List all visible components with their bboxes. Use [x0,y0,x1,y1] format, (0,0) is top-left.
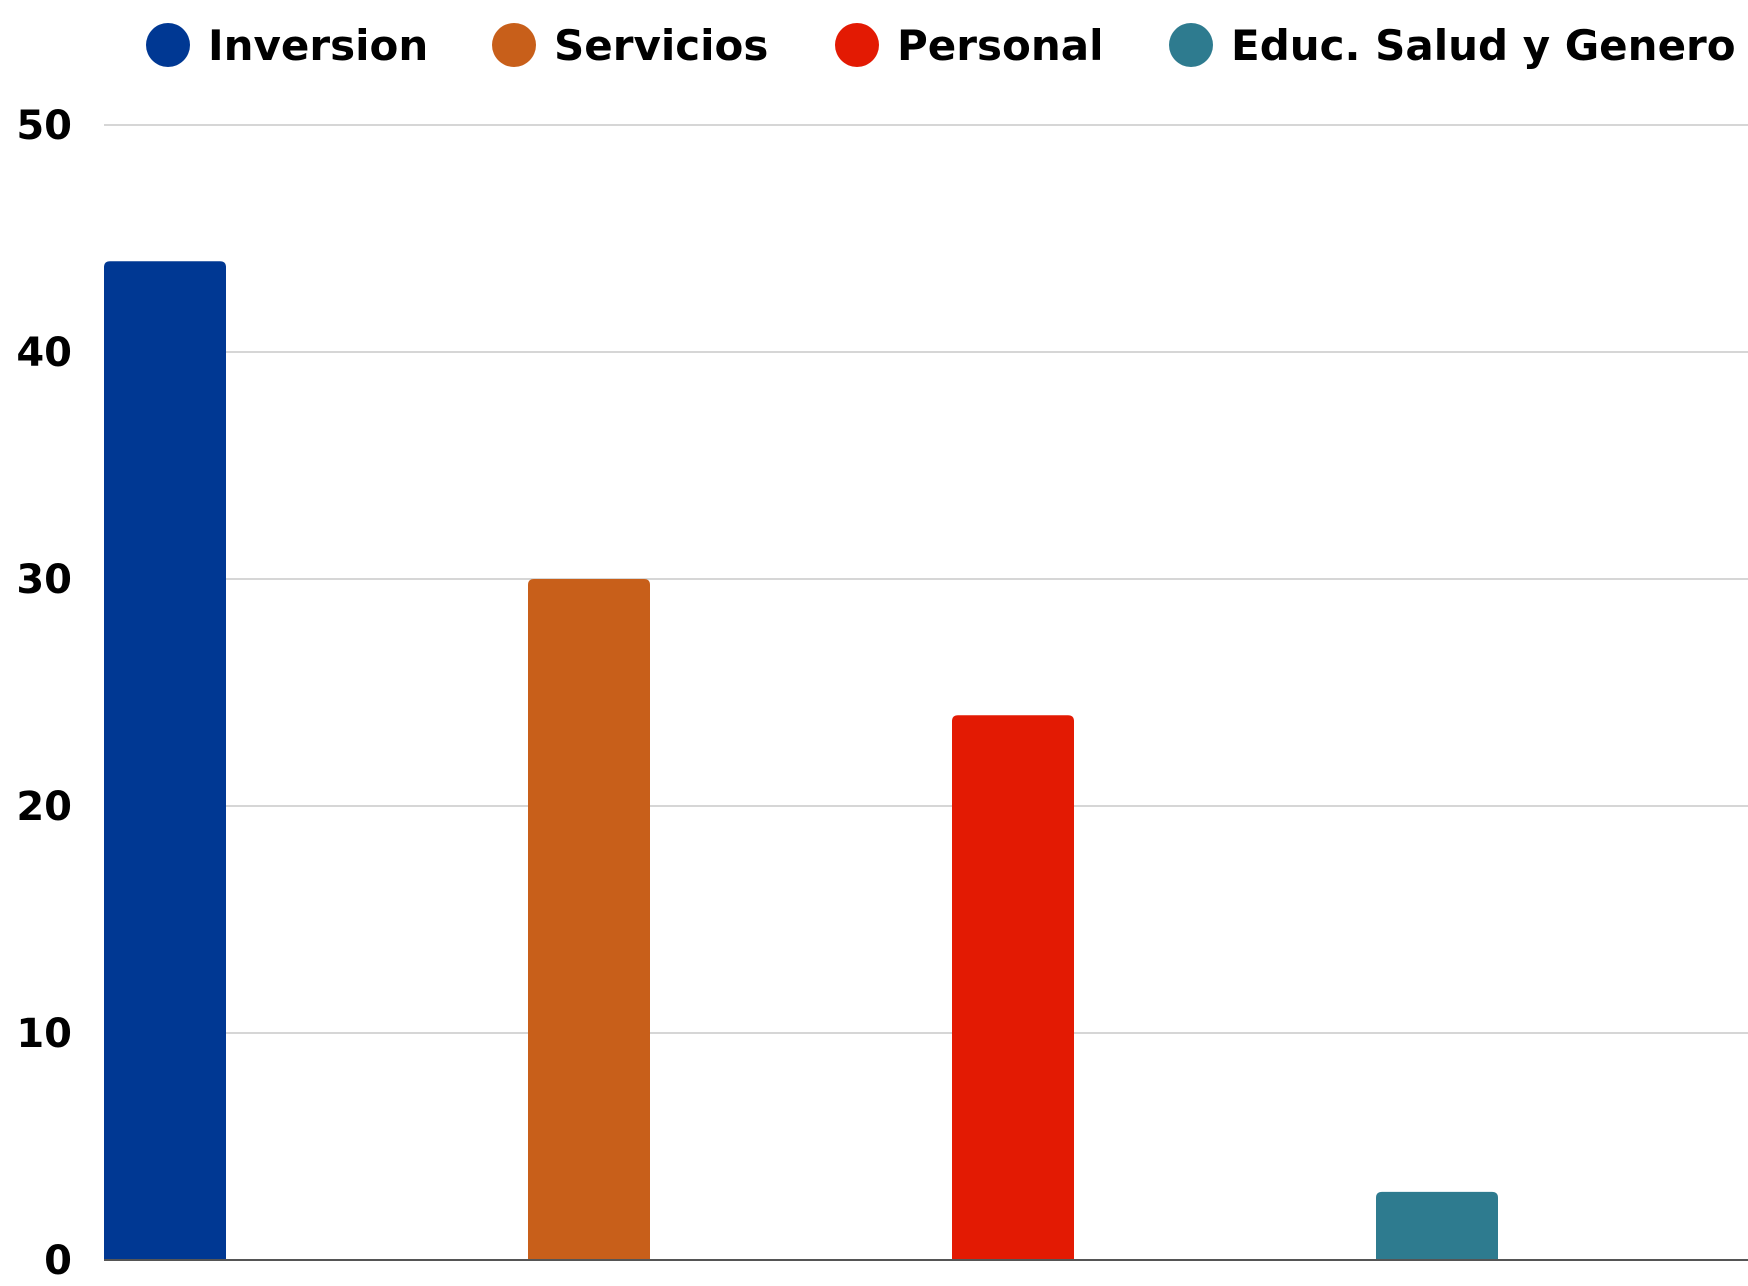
y-tick-label-30: 30 [16,557,72,603]
legend-label-educ-salud-y-genero: Educ. Salud y Genero [1231,21,1736,70]
bar-servicios [528,579,650,1260]
legend-marker-educ-salud-y-genero [1169,23,1213,67]
y-tick-label-50: 50 [16,103,72,149]
legend-label-servicios: Servicios [554,21,768,70]
bar-personal [952,715,1074,1260]
y-tick-label-10: 10 [16,1011,72,1057]
y-tick-label-40: 40 [16,330,72,376]
legend-label-personal: Personal [897,21,1103,70]
legend-marker-inversion [146,23,190,67]
legend: Inversion Servicios Personal Educ. Salud y … [146,21,1736,70]
grid-lines [104,124,1748,1034]
bar-educ-salud-y-genero [1376,1191,1498,1260]
y-tick-label-0: 0 [44,1238,72,1284]
y-tick-label-20: 20 [16,784,72,830]
bars [104,261,1498,1260]
bar-inversion [104,261,226,1260]
legend-label-inversion: Inversion [208,21,428,70]
y-axis-tick-labels: 0 10 20 30 40 50 [16,103,72,1284]
legend-marker-servicios [492,23,536,67]
legend-marker-personal [835,23,879,67]
